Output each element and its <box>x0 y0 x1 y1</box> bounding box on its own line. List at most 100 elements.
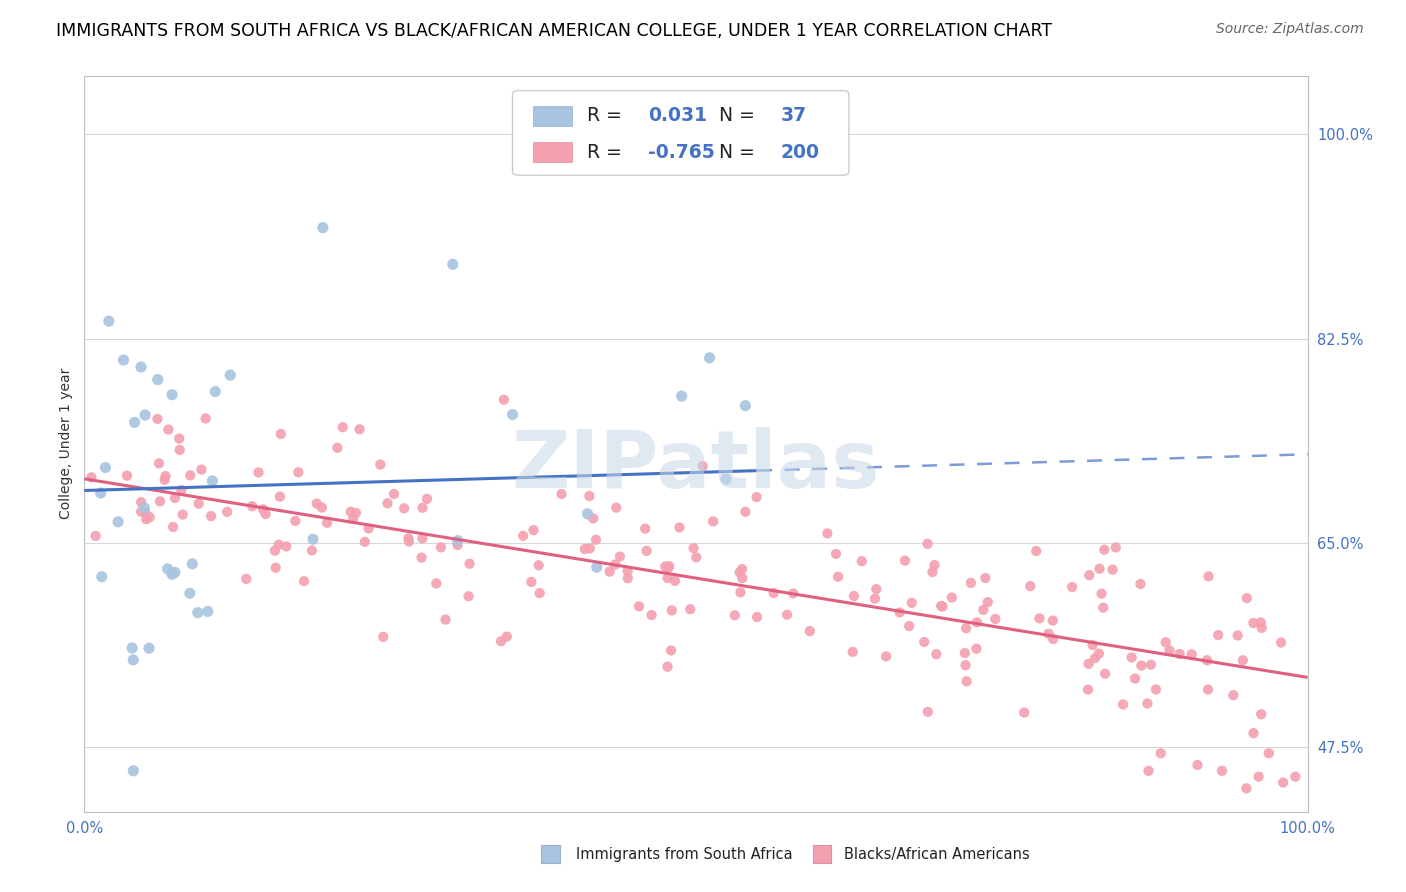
Point <box>80 470 103 484</box>
Point <box>1144 682 1167 697</box>
Point <box>929 599 952 613</box>
Point <box>941 591 963 605</box>
FancyBboxPatch shape <box>533 105 572 126</box>
Point <box>527 558 550 573</box>
Point <box>731 562 754 576</box>
Point <box>90 570 112 584</box>
Point <box>724 608 747 623</box>
Point <box>235 572 257 586</box>
Point <box>1222 688 1244 702</box>
Point <box>305 497 328 511</box>
Point <box>489 634 512 648</box>
Point <box>135 512 157 526</box>
Point <box>578 541 600 556</box>
Point <box>1243 726 1265 740</box>
Point <box>492 392 515 407</box>
Point <box>190 462 212 476</box>
Point <box>457 589 479 603</box>
Y-axis label: College, Under 1 year: College, Under 1 year <box>59 368 73 519</box>
Text: -0.765: -0.765 <box>648 143 716 161</box>
Point <box>585 533 607 547</box>
Point <box>977 595 1000 609</box>
Point <box>734 505 756 519</box>
Point <box>441 257 464 271</box>
Point <box>332 420 354 434</box>
Point <box>1154 635 1177 649</box>
Point <box>434 613 457 627</box>
Point <box>446 538 468 552</box>
Point <box>799 624 821 638</box>
FancyBboxPatch shape <box>533 142 572 162</box>
Point <box>1112 698 1135 712</box>
Text: N =: N = <box>707 143 761 161</box>
Point <box>129 359 152 374</box>
Point <box>172 508 194 522</box>
Text: ZIPatlas: ZIPatlas <box>512 427 880 505</box>
Point <box>605 500 627 515</box>
FancyBboxPatch shape <box>513 90 849 175</box>
Point <box>1123 672 1146 686</box>
Point <box>917 705 939 719</box>
Point <box>1236 591 1258 606</box>
Point <box>1012 706 1035 720</box>
Point <box>134 500 156 515</box>
Point <box>912 635 935 649</box>
Point <box>204 384 226 399</box>
Point <box>865 582 887 596</box>
Point <box>664 574 686 588</box>
Point <box>153 473 176 487</box>
Point <box>1078 568 1101 582</box>
Point <box>163 491 186 505</box>
Point <box>1243 615 1265 630</box>
Point <box>1198 569 1220 583</box>
Point <box>585 560 607 574</box>
Point <box>155 469 177 483</box>
Point <box>679 602 702 616</box>
Point <box>658 559 681 574</box>
Point <box>121 640 143 655</box>
Point <box>179 586 201 600</box>
Point <box>411 550 433 565</box>
Point <box>1077 657 1099 671</box>
Point <box>134 408 156 422</box>
Point <box>842 589 865 603</box>
Point <box>657 659 679 673</box>
Point <box>90 486 112 500</box>
Point <box>146 372 169 386</box>
Point <box>200 509 222 524</box>
Point <box>240 499 263 513</box>
Point <box>1042 614 1064 628</box>
Text: Immigrants from South Africa: Immigrants from South Africa <box>576 847 793 862</box>
Point <box>149 494 172 508</box>
Point <box>373 630 395 644</box>
Point <box>842 645 865 659</box>
Point <box>342 511 364 525</box>
Point <box>924 558 946 572</box>
Point <box>292 574 315 589</box>
Point <box>745 610 768 624</box>
Point <box>134 505 156 519</box>
Point <box>628 599 651 614</box>
Point <box>94 460 117 475</box>
Point <box>1211 764 1233 778</box>
Point <box>148 456 170 470</box>
Point <box>657 571 679 585</box>
Point <box>447 533 470 548</box>
Point <box>353 534 375 549</box>
Point <box>731 571 754 585</box>
Point <box>170 483 193 497</box>
Point <box>898 619 921 633</box>
Point <box>247 466 270 480</box>
Point <box>955 621 977 635</box>
Point <box>714 472 737 486</box>
Point <box>157 423 180 437</box>
Point <box>640 607 662 622</box>
Point <box>312 220 335 235</box>
Point <box>960 575 983 590</box>
Point <box>668 520 690 534</box>
Point <box>187 606 209 620</box>
Point <box>825 547 848 561</box>
Point <box>609 549 631 564</box>
Point <box>1159 643 1181 657</box>
Point <box>194 411 217 425</box>
